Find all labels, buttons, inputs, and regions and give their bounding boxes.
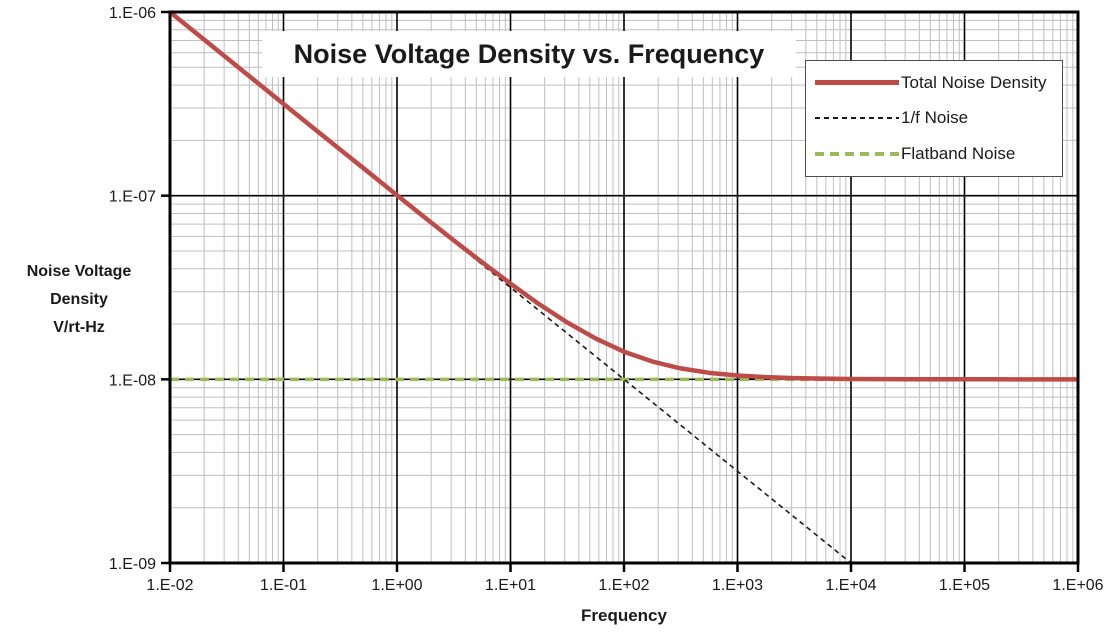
legend-label: 1/f Noise: [901, 108, 969, 128]
y-axis-title: Noise Voltage Density V/rt-Hz: [8, 258, 150, 342]
x-axis-tick-label: 1.E+04: [825, 577, 876, 594]
legend-entry-total-noise: Total Noise Density: [815, 73, 1062, 93]
y-axis-title-line: Density: [50, 291, 108, 308]
chart-title: Noise Voltage Density vs. Frequency: [262, 31, 796, 77]
x-axis-tick-label: 1.E-01: [260, 577, 307, 594]
x-axis-tick-label: 1.E+00: [371, 577, 422, 594]
legend-box: Total Noise Density 1/f Noise Flatband N…: [805, 60, 1063, 177]
x-axis-tick-label: 1.E+06: [1052, 577, 1103, 594]
legend-entry-flatband-noise: Flatband Noise: [815, 144, 1062, 164]
legend-entry-1f-noise: 1/f Noise: [815, 108, 1062, 128]
y-axis-tick-label: 1.E-07: [109, 189, 156, 206]
x-axis-tick-label: 1.E+03: [712, 577, 763, 594]
x-axis-tick-label: 1.E+02: [598, 577, 649, 594]
legend-line-sample-flatband-noise: [815, 152, 899, 157]
plot-border: [168, 10, 1080, 565]
x-axis-tick-label: 1.E+05: [939, 577, 990, 594]
legend-line-sample-1f-noise: [815, 117, 899, 120]
legend-label: Flatband Noise: [901, 144, 1016, 164]
x-axis-tick-label: 1.E-02: [146, 577, 193, 594]
y-axis-tick-label: 1.E-09: [109, 556, 156, 573]
series-line-total-noise-density: [168, 10, 1078, 382]
y-axis-tick-label: 1.E-06: [109, 5, 156, 22]
legend-label: Total Noise Density: [901, 72, 1047, 92]
y-axis-title-line: V/rt-Hz: [53, 319, 105, 336]
x-axis-tick-label: 1.E+01: [485, 577, 536, 594]
y-axis-title-line: Noise Voltage: [26, 263, 132, 280]
legend-line-sample-total-noise: [815, 80, 899, 86]
y-axis-tick-label: 1.E-08: [109, 372, 156, 389]
x-axis-title: Frequency: [581, 606, 667, 625]
